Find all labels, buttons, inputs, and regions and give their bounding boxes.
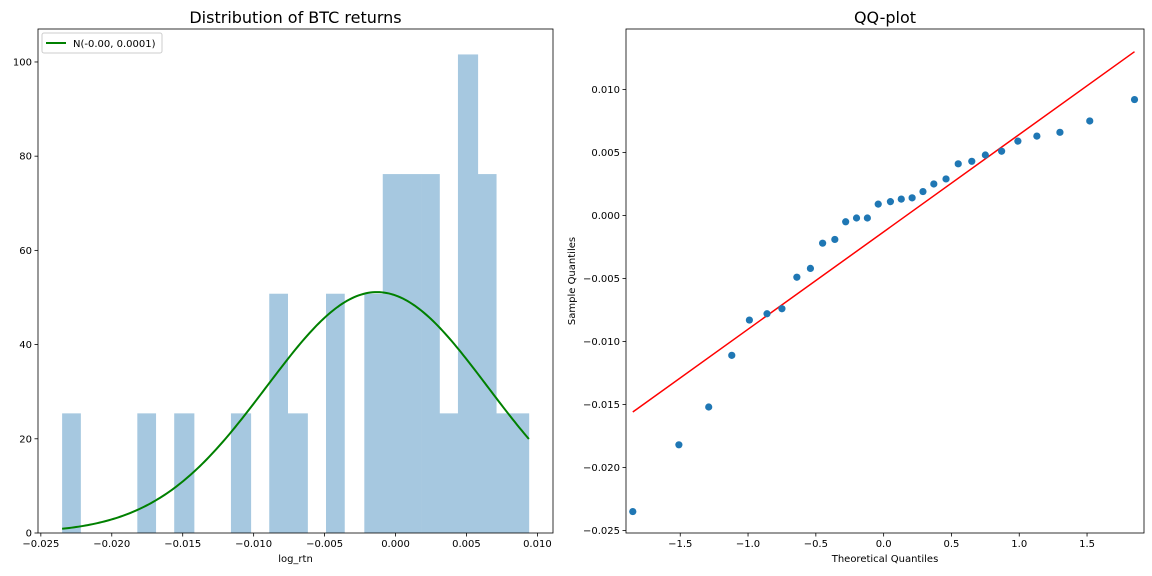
qq-point	[930, 180, 938, 188]
qq-point	[897, 195, 905, 203]
x-tick-label: 1.5	[1079, 539, 1095, 550]
qq-reference-line	[632, 51, 1135, 413]
x-tick-label: −0.010	[235, 539, 272, 550]
histogram-axes-frame	[37, 28, 554, 534]
x-tick-label: −1.0	[736, 539, 760, 550]
histogram-bar	[364, 293, 384, 533]
y-tick-label: −0.015	[583, 400, 620, 411]
qq-point	[745, 316, 753, 324]
histogram-bars	[62, 54, 530, 533]
qq-point	[919, 187, 927, 196]
qq-point	[793, 273, 801, 281]
y-tick-label: −0.010	[583, 337, 620, 348]
histogram-bar	[457, 54, 479, 533]
histogram-bar	[230, 413, 252, 533]
y-tick-label: −0.025	[583, 526, 620, 537]
qq-point	[942, 175, 950, 183]
histogram-bar	[382, 174, 402, 533]
qq-y-axis-label: Sample Quantiles	[567, 237, 578, 325]
histogram-bar	[496, 413, 515, 533]
histogram-bar	[421, 174, 440, 533]
y-tick-label: −0.005	[583, 274, 620, 285]
x-tick-label: 1.0	[1011, 539, 1027, 550]
normal-fit-curve	[62, 291, 530, 530]
qq-point	[954, 160, 962, 168]
x-tick-label: 0.005	[452, 539, 481, 550]
qq-point	[675, 441, 683, 449]
qq-y-ticks: −0.025 −0.020 −0.015 −0.010 −0.005 0.000 0.005…	[583, 85, 626, 537]
y-tick-label: 0.000	[591, 211, 620, 222]
qq-point	[819, 239, 827, 247]
x-tick-label: 0.010	[523, 539, 552, 550]
qq-point	[1086, 117, 1094, 125]
histogram-y-ticks: 0 20 40 60 80 100	[13, 57, 38, 540]
histogram-bar	[439, 413, 459, 533]
qq-point	[852, 214, 861, 222]
qq-plot-title: QQ-plot	[854, 8, 916, 27]
qq-point	[1014, 137, 1022, 145]
y-tick-label: −0.020	[583, 463, 620, 474]
histogram-x-axis-label: log_rtn	[278, 554, 313, 565]
qq-point	[1033, 132, 1041, 140]
qq-point	[863, 214, 871, 222]
qq-x-ticks: −1.5 −1.0 −0.5 0.0 0.5 1.0 1.5	[668, 533, 1095, 550]
y-tick-label: 0	[26, 529, 32, 540]
qq-x-axis-label: Theoretical Quantiles	[831, 554, 939, 565]
qq-point	[1056, 128, 1064, 136]
histogram-bar	[514, 413, 530, 533]
histogram-bar	[62, 413, 81, 533]
y-tick-label: 60	[19, 246, 32, 257]
qq-point	[886, 198, 895, 206]
x-tick-label: −0.015	[164, 539, 201, 550]
histogram-bar	[477, 174, 497, 533]
qq-point	[806, 264, 815, 272]
x-tick-label: −0.025	[22, 539, 59, 550]
x-tick-label: −0.020	[93, 539, 130, 550]
x-tick-label: 0.000	[381, 539, 410, 550]
qq-point	[874, 200, 882, 208]
y-tick-label: 0.010	[591, 85, 620, 96]
histogram-bar	[287, 413, 308, 533]
x-tick-label: −0.005	[306, 539, 343, 550]
legend-box	[41, 32, 163, 54]
x-tick-label: 0.0	[876, 539, 892, 550]
histogram-bar	[401, 174, 422, 533]
legend-entry-label: N(-0.00, 0.0001)	[73, 39, 156, 50]
y-tick-label: 80	[19, 152, 32, 163]
qq-point	[629, 507, 637, 516]
qq-point	[1130, 95, 1139, 104]
qq-point	[842, 218, 850, 226]
qq-point	[831, 235, 839, 244]
qq-point	[705, 403, 713, 411]
y-tick-label: 20	[19, 434, 32, 445]
histogram-bar	[269, 293, 288, 533]
histogram-bar	[326, 293, 345, 533]
histogram-title: Distribution of BTC returns	[189, 8, 401, 27]
y-tick-label: 0.005	[591, 148, 620, 159]
qq-plot-axes-frame	[625, 28, 1145, 534]
histogram-x-ticks: −0.025 −0.020 −0.015 −0.010 −0.005 0.000 0.005…	[22, 533, 552, 550]
qq-point	[968, 157, 976, 165]
x-tick-label: −1.5	[668, 539, 692, 550]
qq-point	[981, 151, 989, 159]
y-tick-label: 40	[19, 340, 32, 351]
qq-point	[908, 194, 916, 202]
x-tick-label: 0.5	[943, 539, 959, 550]
qq-point	[778, 305, 786, 313]
qq-plot-panel: QQ-plot −1.5 −1.0 −0.5 0.0 0.5 1.0 1.5 −0.025−…	[567, 8, 1145, 565]
y-tick-label: 100	[13, 57, 32, 68]
qq-point	[728, 351, 736, 359]
qq-point	[763, 310, 771, 318]
histogram-legend: N(-0.00, 0.0001)	[41, 32, 163, 54]
histogram-panel: Distribution of BTC returns −0.025 −0.020…	[13, 8, 554, 565]
qq-points	[629, 95, 1139, 516]
qq-point	[998, 147, 1006, 155]
histogram-bar	[137, 413, 157, 533]
x-tick-label: −0.5	[804, 539, 828, 550]
histogram-bar	[174, 413, 195, 533]
